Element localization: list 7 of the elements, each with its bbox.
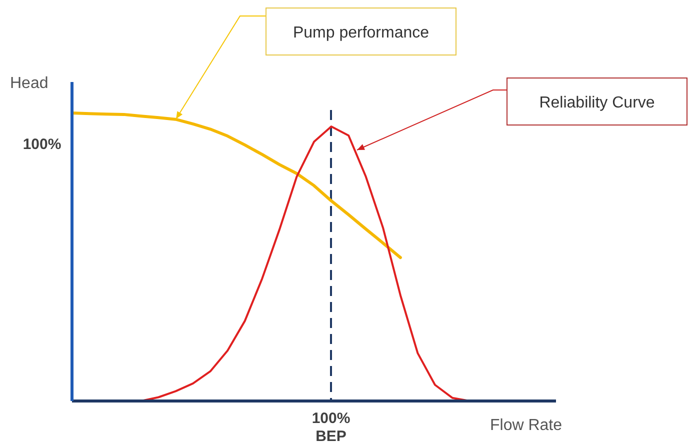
text: 100% (312, 410, 350, 427)
text: Pump performance (292, 24, 430, 42)
text: Reliability Curve (539, 94, 655, 112)
x-axis-title: Flow Rate (490, 417, 562, 434)
y-axis-title: Head (10, 75, 48, 92)
text: 100% (22, 136, 62, 153)
text: BEP (316, 428, 346, 445)
